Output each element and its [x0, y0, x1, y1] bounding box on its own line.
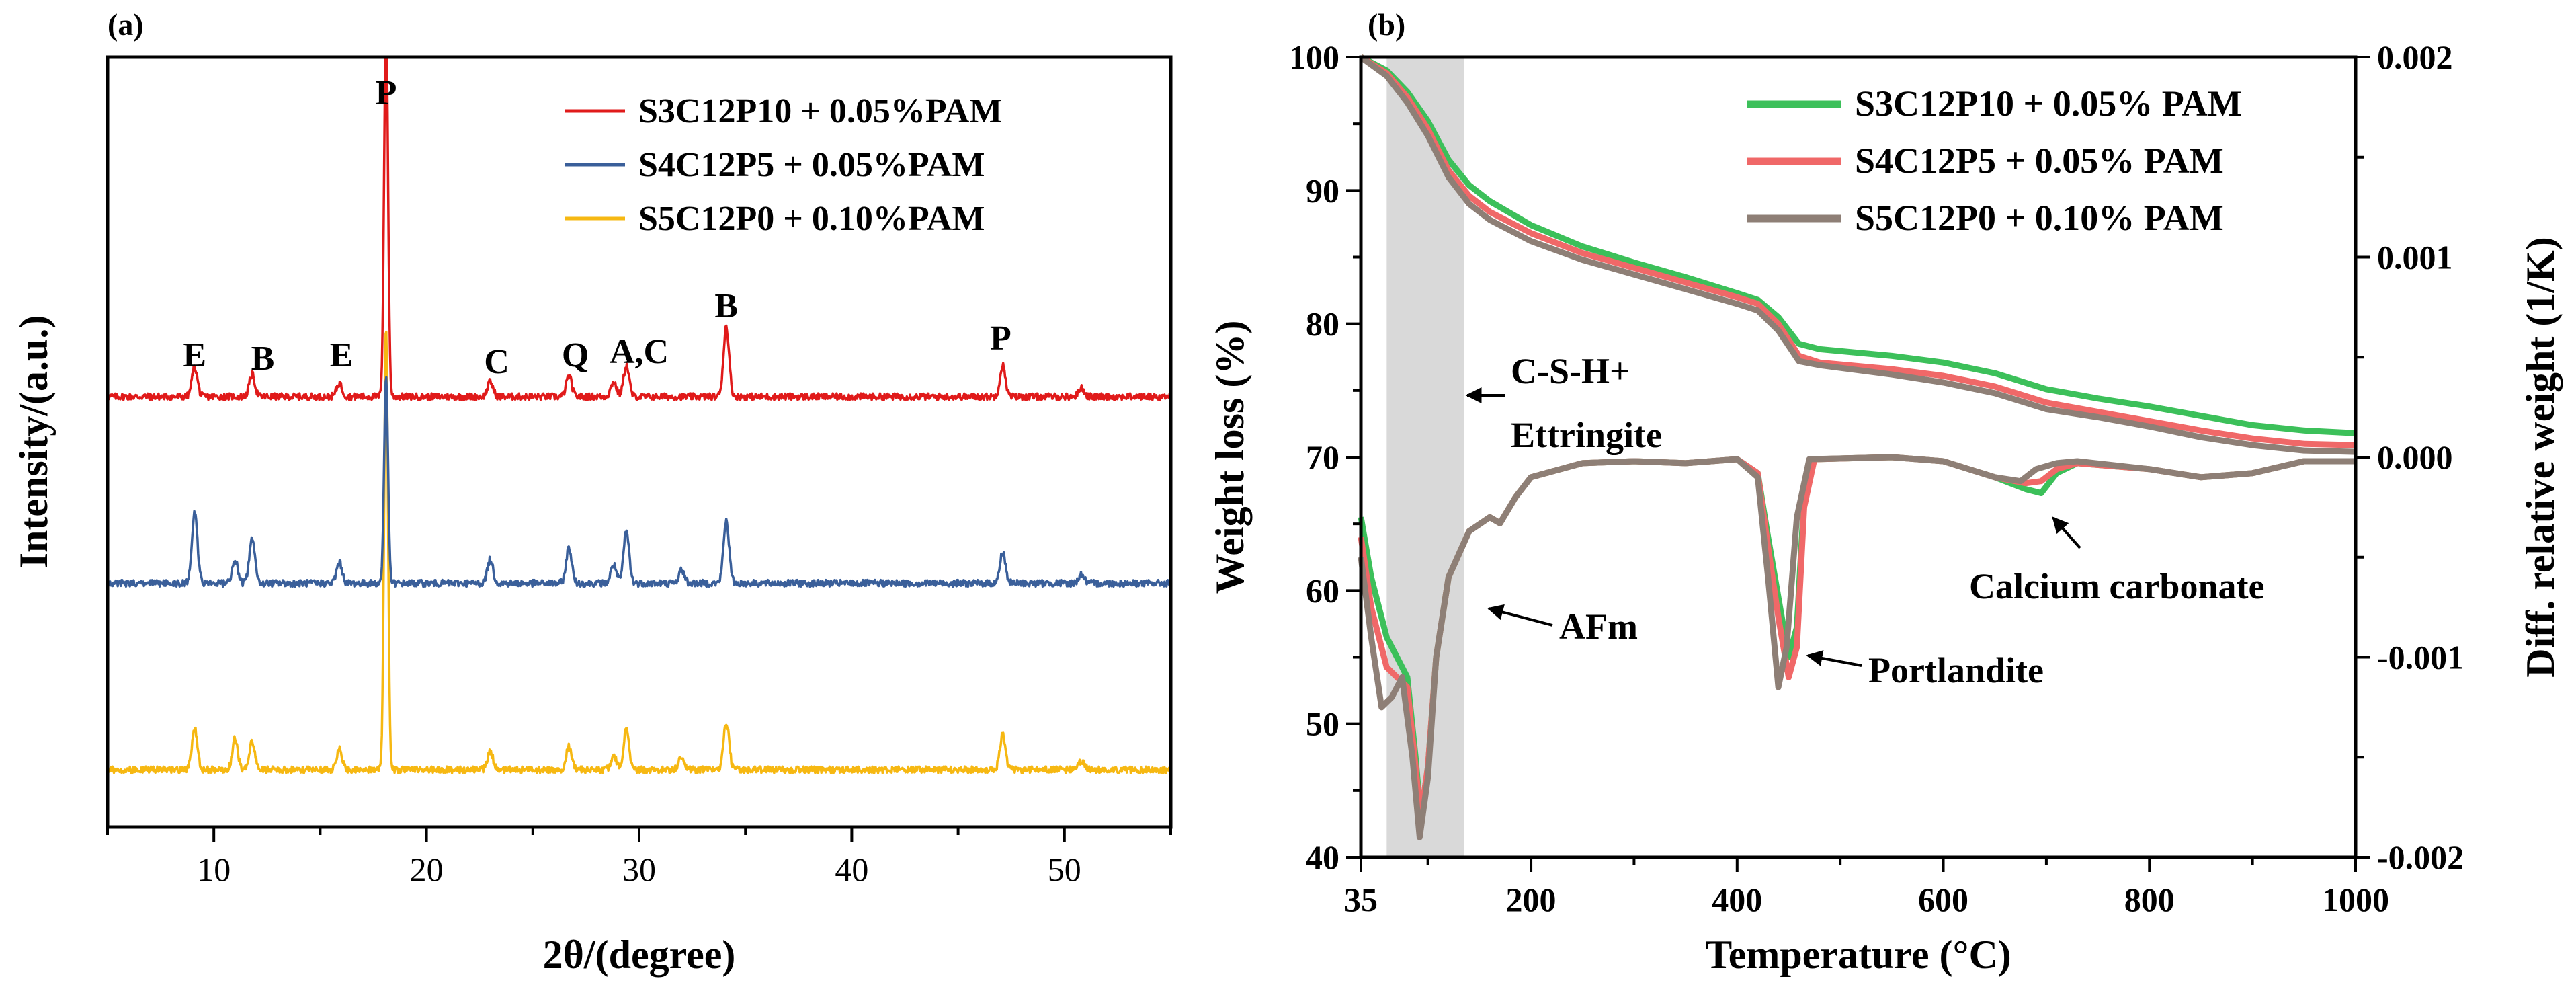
portlandite-annotation: Portlandite [1868, 650, 2044, 690]
tga-y-tick-label: 60 [1306, 571, 1339, 609]
tga-x-tick-label: 200 [1506, 881, 1556, 918]
xrd-legend-label-s5: S5C12P0 + 0.10%PAM [638, 200, 985, 238]
tga-y-tick-label: 40 [1306, 838, 1339, 876]
tga-x-axis-label: Temperature (°C) [1705, 932, 2011, 977]
tga-legend: S3C12P10 + 0.05% PAM S4C12P5 + 0.05% PAM… [1747, 83, 2242, 238]
xrd-y-axis-label: Intensity/(a.u.) [11, 315, 56, 569]
xrd-peak-label: E [183, 336, 206, 374]
panel-b-label: (b) [1368, 7, 1405, 42]
xrd-peak-label: P [990, 319, 1011, 358]
tga-y2-axis-label: Diff. relative weight (1/K) [2518, 237, 2563, 677]
tga-y2-tick-label: -0.001 [2377, 639, 2464, 676]
xrd-series-5 [106, 330, 1171, 774]
xrd-x-tick-label: 50 [1048, 850, 1081, 888]
tga-y2-tick-label: -0.002 [2377, 838, 2464, 876]
portlandite-arrow [1806, 650, 1862, 667]
xrd-x-tick-label: 30 [622, 850, 656, 888]
tga-y2-tick-label: 0.000 [2377, 438, 2453, 476]
tga-y-tick-label: 50 [1306, 705, 1339, 743]
xrd-series-4 [106, 376, 1171, 588]
panel-a-label: (a) [108, 7, 144, 42]
tga-x-ticks: 35 200 400 600 800 1000 [1344, 857, 2389, 918]
tga-legend-label-s4: S4C12P5 + 0.05% PAM [1855, 141, 2224, 181]
xrd-panel: (a) E B E P C Q A,C B P 10 20 30 40 50 2θ/(degree) I… [11, 7, 1173, 977]
tga-y-axis-label: Weight loss (%) [1208, 321, 1252, 594]
tga-y2-tick-label: 0.001 [2377, 239, 2453, 276]
tga-dtg-series-5 [1358, 454, 2356, 840]
tga-weight-loss-series-5 [1359, 54, 2356, 455]
tga-x-tick-label: 35 [1344, 881, 1378, 918]
xrd-legend-label-s4: S4C12P5 + 0.05%PAM [638, 146, 985, 184]
xrd-peak-labels: E B E P C Q A,C B P [183, 74, 1011, 381]
xrd-x-tick-label: 10 [197, 850, 231, 888]
xrd-peak-label: C [484, 343, 509, 381]
tga-legend-label-s3: S3C12P10 + 0.05% PAM [1855, 83, 2242, 124]
tga-x-tick-label: 400 [1712, 881, 1762, 918]
xrd-series-3 [106, 49, 1171, 401]
afm-annotation: AFm [1559, 606, 1638, 647]
tga-panel: (b) 35 200 400 600 800 1000 40 50 60 70 80 90 100 -… [1208, 7, 2563, 977]
tga-weight-loss-series-3 [1359, 54, 2356, 436]
xrd-peak-clip [382, 48, 390, 56]
xrd-x-ticks: 10 20 30 40 50 [106, 827, 1172, 888]
tga-weight-loss-series-4 [1359, 54, 2356, 448]
tga-y2-tick-label: 0.002 [2377, 38, 2453, 76]
tga-legend-label-s5: S5C12P0 + 0.10% PAM [1855, 198, 2224, 238]
xrd-legend: S3C12P10 + 0.05%PAM S4C12P5 + 0.05%PAM S… [565, 92, 1002, 238]
xrd-x-axis-label: 2θ/(degree) [543, 932, 736, 977]
xrd-legend-label-s3: S3C12P10 + 0.05%PAM [638, 92, 1002, 130]
xrd-peak-label: B [251, 340, 275, 378]
tga-y-tick-label: 70 [1306, 438, 1339, 476]
tga-annotations: C-S-H+ Ettringite AFm Portlandite Calciu… [1465, 351, 2264, 690]
tga-y-tick-label: 80 [1306, 305, 1339, 343]
xrd-peak-label: Q [562, 336, 589, 374]
tga-y-tick-label: 100 [1289, 38, 1339, 76]
tga-shaded-region [1386, 57, 1464, 857]
tga-x-tick-label: 800 [2124, 881, 2175, 918]
xrd-x-tick-label: 20 [410, 850, 444, 888]
xrd-peak-label: P [376, 74, 397, 112]
xrd-peak-label: A,C [610, 333, 669, 371]
calcium-carbonate-arrow [2052, 516, 2081, 549]
tga-y-ticks: 40 50 60 70 80 90 100 [1289, 38, 1361, 876]
tga-curves [1358, 54, 2356, 840]
tga-y2-ticks: -0.002 -0.001 0.000 0.001 0.002 [2356, 38, 2464, 876]
xrd-curves [106, 48, 1171, 774]
tga-y-tick-label: 90 [1306, 171, 1339, 209]
tga-x-tick-label: 1000 [2322, 881, 2389, 918]
xrd-peak-label: B [714, 287, 738, 325]
csh-annotation-line1: C-S-H+ [1511, 351, 1630, 391]
xrd-x-tick-label: 40 [835, 850, 868, 888]
tga-x-tick-label: 600 [1918, 881, 1968, 918]
csh-annotation-line2: Ettringite [1511, 415, 1662, 455]
calcium-carbonate-annotation: Calcium carbonate [1969, 566, 2264, 606]
afm-arrow [1487, 604, 1553, 627]
xrd-peak-label: E [330, 336, 354, 374]
